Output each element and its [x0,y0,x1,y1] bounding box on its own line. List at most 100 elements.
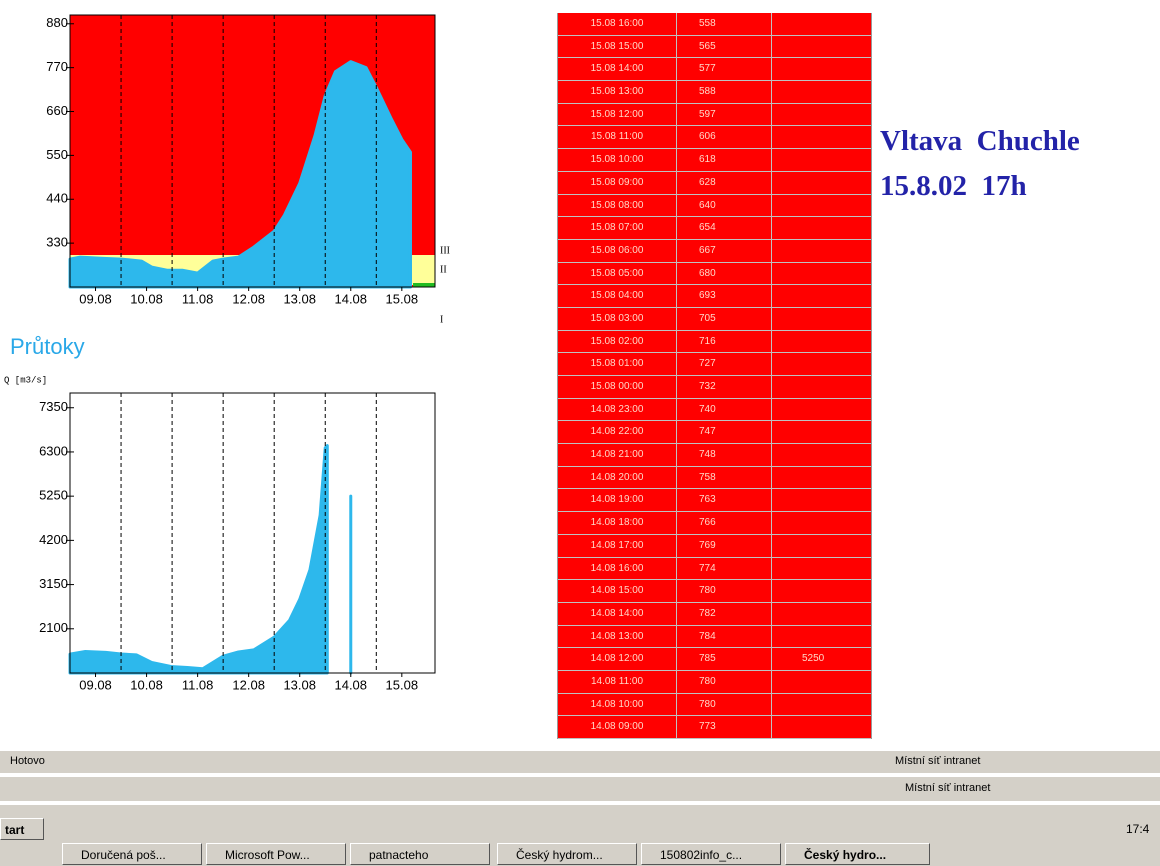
clock: 17:4 [1126,822,1149,836]
table-row: 15.08 11:00606 [558,126,871,148]
x-tick-label: 13.08 [283,677,316,692]
status-zone: Místní síť intranet [895,755,980,767]
table-cell: 14.08 21:00 [558,444,676,466]
low-band [413,283,435,287]
table-cell: 14.08 15:00 [558,580,676,602]
table-cell [772,353,871,375]
table-cell: 15.08 15:00 [558,36,676,58]
table-row: 15.08 01:00727 [558,353,871,375]
table-cell [772,512,871,534]
table-row: 15.08 12:00597 [558,104,871,126]
table-cell: 15.08 00:00 [558,376,676,398]
table-cell: 740 [677,399,771,421]
threshold-label: III [440,245,450,256]
table-cell [772,626,871,648]
x-tick-label: 10.08 [130,291,163,306]
table-row: 14.08 22:00747 [558,421,871,443]
table-cell: 705 [677,308,771,330]
status-text: Hotovo [10,755,45,767]
table-cell: 14.08 17:00 [558,535,676,557]
table-cell: 565 [677,36,771,58]
table-row: 15.08 03:00705 [558,308,871,330]
table-cell: 15.08 04:00 [558,285,676,307]
table-cell [772,535,871,557]
station-time: 15.8.02 17h [880,170,1027,203]
table-cell: 14.08 19:00 [558,489,676,511]
task-button[interactable]: patnacteho [350,843,490,865]
plot-frame [70,393,435,673]
table-cell: 14.08 16:00 [558,558,676,580]
table-cell: 15.08 14:00 [558,58,676,80]
table-row: 15.08 13:00588 [558,81,871,103]
y-tick-label: 770 [46,59,68,74]
table-cell: 784 [677,626,771,648]
table-cell: 763 [677,489,771,511]
table-cell [772,489,871,511]
table-cell: 15.08 10:00 [558,149,676,171]
table-cell [772,104,871,126]
task-button[interactable]: 150802info_c... [641,843,781,865]
x-tick-label: 09.08 [79,291,112,306]
table-cell [772,399,871,421]
table-cell: 14.08 10:00 [558,694,676,716]
table-cell [772,58,871,80]
table-row: 14.08 15:00780 [558,580,871,602]
table-cell: 774 [677,558,771,580]
table-cell: 558 [677,13,771,35]
y-tick-label: 660 [46,103,68,118]
table-cell: 14.08 22:00 [558,421,676,443]
charts: Průtoky Q [m3/s] III II I 33044055066077… [0,0,540,700]
table-cell: 14.08 13:00 [558,626,676,648]
x-tick-label: 14.08 [334,677,367,692]
y-tick-label: 5250 [39,488,68,503]
table-cell: 15.08 02:00 [558,331,676,353]
table-cell: 14.08 12:00 [558,648,676,670]
screen: Průtoky Q [m3/s] III II I 33044055066077… [0,0,1160,866]
table-cell: 758 [677,467,771,489]
table-cell [772,444,871,466]
table-cell: 748 [677,444,771,466]
task-button[interactable]: Doručená poš... [62,843,202,865]
x-tick-label: 15.08 [386,291,419,306]
y-tick-label: 7350 [39,399,68,414]
task-button[interactable]: Český hydro... [785,843,930,865]
table-cell [772,467,871,489]
table-row: 15.08 02:00716 [558,331,871,353]
y-tick-label: 4200 [39,532,68,547]
table-cell: 654 [677,217,771,239]
start-button[interactable]: tart [0,818,44,840]
table-cell: 618 [677,149,771,171]
table-cell: 15.08 06:00 [558,240,676,262]
table-cell: 14.08 23:00 [558,399,676,421]
table-cell [772,13,871,35]
y-tick-label: 440 [46,191,68,206]
table-row: 15.08 09:00628 [558,172,871,194]
task-button[interactable]: Český hydrom... [497,843,637,865]
status-bar: Místní síť intranet [0,776,1160,801]
y-tick-label: 3150 [39,576,68,591]
table-cell [772,671,871,693]
area [70,446,351,673]
table-cell: 773 [677,716,771,738]
table-cell [772,285,871,307]
table-row: 14.08 13:00784 [558,626,871,648]
table-cell: 640 [677,195,771,217]
status-bar: Hotovo Místní síť intranet [0,750,1160,773]
table-cell: 667 [677,240,771,262]
table-cell: 14.08 14:00 [558,603,676,625]
table-cell: 785 [677,648,771,670]
x-tick-label: 10.08 [130,677,163,692]
table-cell: 15.08 07:00 [558,217,676,239]
task-button[interactable]: Microsoft Pow... [206,843,346,865]
table-cell [772,603,871,625]
table-row: 15.08 05:00680 [558,263,871,285]
x-tick-label: 12.08 [232,677,265,692]
table-cell [772,149,871,171]
table-cell [772,126,871,148]
